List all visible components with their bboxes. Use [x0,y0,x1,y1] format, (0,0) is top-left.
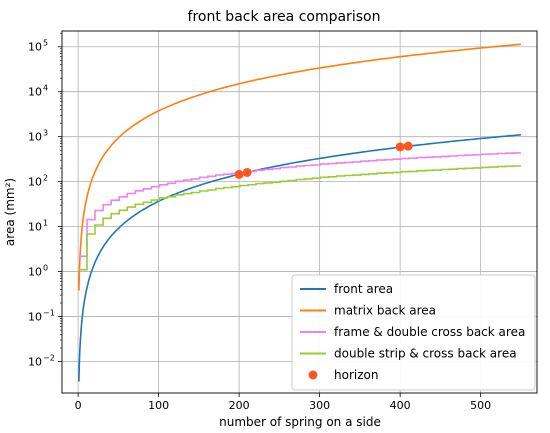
horizon-point [242,167,252,177]
legend-label-0: front area [334,282,393,296]
series-line-1 [78,43,521,291]
legend-marker-horizon [308,370,318,380]
y-tick-label: 10 [28,131,42,144]
y-tick-label: 10 [28,176,42,189]
series-line-3 [78,165,521,271]
legend-label-3: double strip & cross back area [334,347,517,361]
series-layer [78,43,521,382]
y-tick-label: 10 [28,41,42,54]
y-tick-label: 10 [28,221,42,234]
y-tick-exponent: −2 [43,354,55,363]
y-tick-base: 10 [28,356,42,369]
x-tick-label: 400 [390,399,411,412]
legend-label-4: horizon [334,368,378,382]
y-tick-exponent: 2 [43,174,48,183]
y-axis-label: area (mm²) [3,178,17,246]
x-axis-ticks: 0 100 200 300 400 500 [75,393,491,412]
y-tick-exponent: 4 [43,84,48,93]
series-line-2 [78,152,521,257]
y-tick-label: 10 [28,266,42,279]
y-tick-base: 10 [28,311,42,324]
x-tick-label: 100 [148,399,169,412]
y-tick-base: 10 [28,41,42,54]
y-tick-base: 10 [28,266,42,279]
x-tick-label: 0 [75,399,82,412]
legend-box [291,274,536,391]
y-tick-label: 10 [28,356,42,369]
y-tick-base: 10 [28,221,42,234]
plot-frame [61,30,538,394]
legend-label-2: frame & double cross back area [334,325,525,339]
horizon-point [403,141,413,151]
horizon-point [395,142,405,152]
y-tick-exponent: 0 [43,264,48,273]
y-tick-label: 10 [28,86,42,99]
legend: front area matrix back area frame & double… [291,274,536,391]
y-tick-exponent: −1 [43,309,55,318]
y-tick-base: 10 [28,131,42,144]
grid-lines [62,31,537,393]
horizon-point [234,169,244,179]
y-tick-exponent: 5 [43,39,48,48]
chart-title: front back area comparison [188,9,381,25]
y-tick-base: 10 [28,86,42,99]
series-line-0 [78,134,521,382]
y-tick-exponent: 1 [43,219,48,228]
x-tick-label: 300 [309,399,330,412]
x-tick-label: 500 [470,399,491,412]
y-tick-label: 10 [28,311,42,324]
legend-label-1: matrix back area [334,304,436,318]
x-axis-label: number of spring on a side [219,415,381,429]
y-tick-exponent: 3 [43,129,48,138]
x-tick-label: 200 [229,399,250,412]
y-tick-base: 10 [28,176,42,189]
